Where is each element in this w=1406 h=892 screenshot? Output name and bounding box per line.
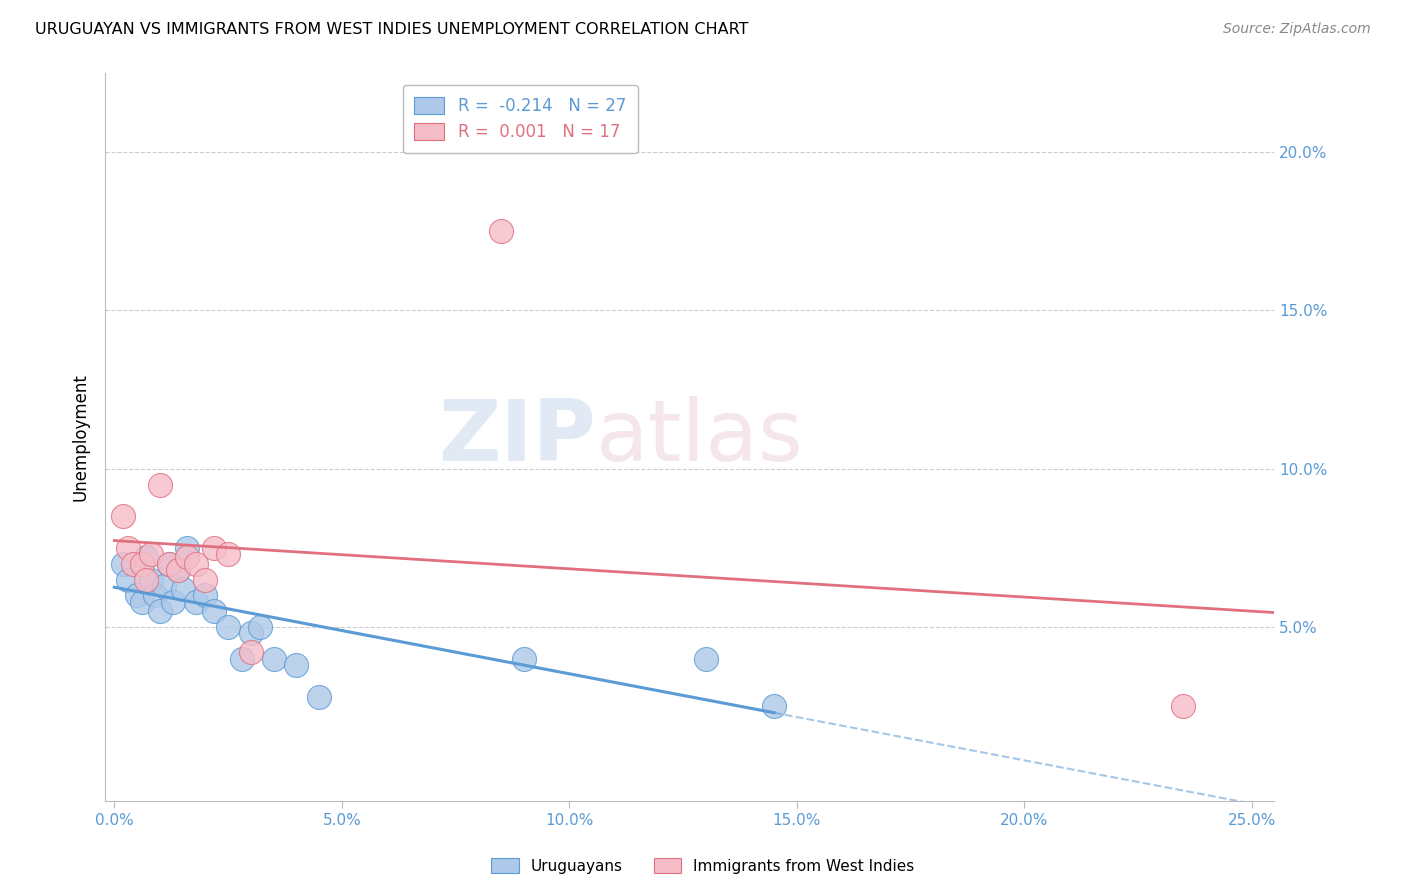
Point [285,658,308,673]
Point [239,645,262,659]
Point [763,699,786,714]
Point [121,557,143,571]
Point [143,588,166,602]
Y-axis label: Unemployment: Unemployment [72,373,89,501]
Point [157,557,180,571]
Point [695,651,717,665]
Point [489,224,512,238]
Point [149,477,172,491]
Point [131,595,153,609]
Legend: R =  -0.214   N = 27, R =  0.001   N = 17: R = -0.214 N = 27, R = 0.001 N = 17 [402,85,638,153]
Point [176,550,198,565]
Point [135,550,157,565]
Point [139,573,162,587]
Legend: Uruguayans, Immigrants from West Indies: Uruguayans, Immigrants from West Indies [485,852,921,880]
Point [172,582,194,596]
Text: URUGUAYAN VS IMMIGRANTS FROM WEST INDIES UNEMPLOYMENT CORRELATION CHART: URUGUAYAN VS IMMIGRANTS FROM WEST INDIES… [35,22,748,37]
Point [513,651,536,665]
Point [117,573,139,587]
Point [308,690,330,704]
Point [202,604,225,618]
Point [157,557,180,571]
Point [139,547,162,561]
Point [202,541,225,555]
Point [135,573,157,587]
Point [217,547,239,561]
Point [186,557,208,571]
Point [263,651,285,665]
Point [194,573,217,587]
Point [162,595,184,609]
Point [149,604,172,618]
Point [112,509,135,524]
Point [167,563,190,577]
Point [239,626,262,640]
Text: atlas: atlas [596,395,804,478]
Text: ZIP: ZIP [439,395,596,478]
Point [167,563,190,577]
Point [125,588,148,602]
Point [176,541,198,555]
Point [1173,699,1195,714]
Point [131,557,153,571]
Point [249,620,271,634]
Point [153,579,176,593]
Point [112,557,135,571]
Point [194,588,217,602]
Text: Source: ZipAtlas.com: Source: ZipAtlas.com [1223,22,1371,37]
Point [217,620,239,634]
Point [231,651,253,665]
Point [117,541,139,555]
Point [186,595,208,609]
